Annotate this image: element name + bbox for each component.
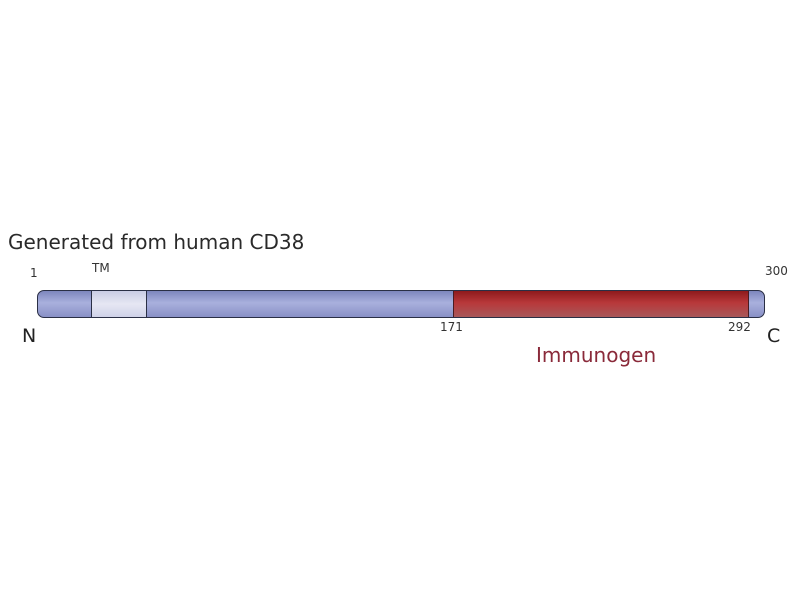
start-position-label: 1 (30, 266, 38, 280)
diagram-title: Generated from human CD38 (8, 230, 305, 254)
immunogen-label: Immunogen (536, 343, 657, 367)
tm-domain-label: TM (92, 261, 110, 275)
c-terminus-label: C (767, 325, 781, 347)
end-position-label: 300 (765, 264, 788, 278)
tm-domain-segment (91, 291, 147, 317)
n-terminus-label: N (22, 325, 37, 347)
protein-bar (37, 290, 765, 318)
immunogen-end-label: 292 (728, 320, 751, 334)
immunogen-start-label: 171 (440, 320, 463, 334)
immunogen-segment (452, 291, 749, 317)
